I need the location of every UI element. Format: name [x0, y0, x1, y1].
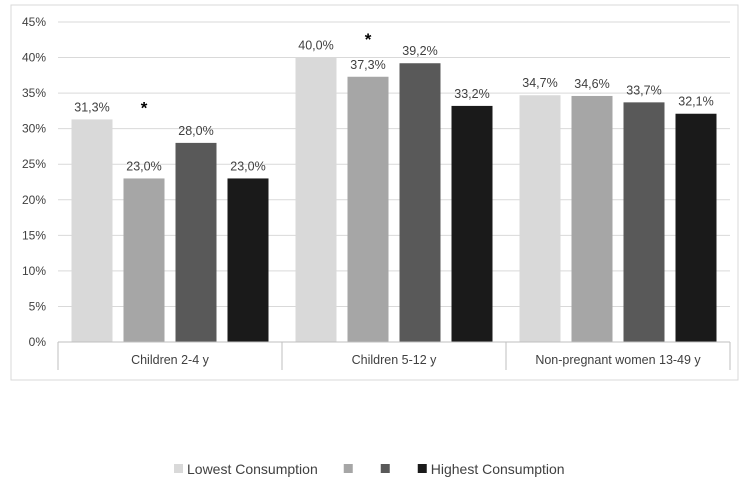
bar [295, 57, 337, 343]
y-tick-label: 0% [29, 335, 47, 349]
y-tick-label: 5% [29, 299, 47, 313]
data-label: 34,7% [522, 76, 557, 90]
legend-swatch [417, 464, 427, 473]
data-labels: 31,3% 40,0% 34,7% 23,0% 37,3% 34,6% 28,0% 39,2%… [74, 30, 713, 173]
x-category-label: Children 2-4 y [131, 353, 210, 367]
y-tick-label: 10% [22, 264, 46, 278]
data-label: 33,7% [626, 83, 661, 97]
y-tick-label: 35% [22, 86, 46, 100]
legend-label: Lowest Consumption [187, 461, 318, 477]
bar [399, 63, 441, 342]
legend: Lowest Consumption Highest Consumption [174, 461, 565, 477]
bar [71, 119, 113, 342]
x-category-label: Children 5-12 y [352, 353, 438, 367]
x-category-label: Non-pregnant women 13-49 y [535, 353, 701, 367]
y-tick-label: 40% [22, 51, 46, 65]
bar [347, 76, 389, 342]
bar [123, 178, 165, 342]
bar [623, 102, 665, 342]
y-tick-label: 45% [22, 15, 46, 29]
significance-marker: * [141, 98, 148, 117]
data-label: 40,0% [298, 39, 333, 53]
legend-label: Highest Consumption [431, 461, 565, 477]
data-label: 28,0% [178, 124, 213, 138]
bar [675, 113, 717, 342]
data-label: 31,3% [74, 100, 109, 114]
legend-swatch [174, 464, 183, 473]
x-axis-categories: Children 2-4 y Children 5-12 y Non-pregnan… [57, 342, 731, 370]
bar [451, 105, 493, 343]
data-label: 32,1% [678, 95, 713, 109]
y-axis-ticks: 0% 5% 10% 15% 20% 25% 30% 35% 40% 45% [22, 15, 46, 349]
data-label: 37,3% [350, 58, 385, 72]
y-tick-label: 30% [22, 122, 46, 136]
y-tick-label: 15% [22, 228, 46, 242]
y-tick-label: 20% [22, 193, 46, 207]
legend-swatch [380, 464, 390, 473]
bar [519, 95, 561, 342]
data-label: 33,2% [454, 87, 489, 101]
data-label: 23,0% [126, 159, 161, 173]
data-label: 39,2% [402, 44, 437, 58]
bar [175, 142, 217, 342]
bars [71, 57, 717, 343]
y-tick-label: 25% [22, 157, 46, 171]
significance-marker: * [365, 30, 372, 49]
bar [571, 95, 613, 342]
data-label: 34,6% [574, 77, 609, 91]
legend-swatch [343, 464, 353, 473]
plot-frame [10, 4, 739, 381]
data-label: 23,0% [230, 159, 265, 173]
gridlines [58, 21, 730, 307]
bar [227, 178, 269, 342]
